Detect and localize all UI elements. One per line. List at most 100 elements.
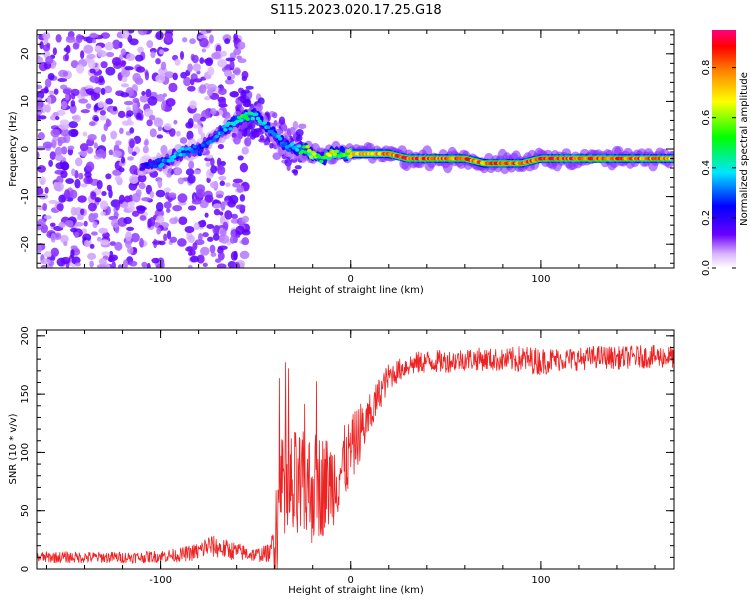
noise-blob: [49, 114, 58, 121]
noise-blob: [100, 211, 106, 216]
noise-blob: [184, 225, 195, 234]
noise-blob: [115, 140, 122, 146]
noise-blob: [61, 146, 68, 155]
noise-blob: [82, 131, 88, 137]
noise-blob: [192, 242, 198, 251]
noise-blob: [239, 194, 246, 202]
ridge-cell: [262, 120, 267, 125]
colorbar-tick-label: 0.0: [701, 260, 712, 276]
noise-blob: [160, 61, 167, 71]
ridge-cell: [266, 125, 271, 130]
colorbar-tick-label: 0.6: [701, 110, 712, 126]
noise-blob: [169, 236, 178, 243]
noise-blob: [136, 66, 146, 73]
noise-blob: [37, 151, 40, 159]
noise-blob: [45, 56, 54, 65]
noise-blob: [269, 142, 274, 149]
noise-blob: [106, 184, 112, 192]
noise-blob: [108, 189, 113, 199]
noise-blob: [177, 177, 185, 185]
ridge-cell: [170, 158, 175, 162]
noise-blob: [154, 208, 165, 218]
noise-blob: [60, 100, 68, 110]
noise-blob: [112, 150, 123, 158]
noise-blob: [215, 194, 224, 199]
noise-blob: [231, 213, 238, 220]
y-tick-label: -10: [20, 188, 31, 204]
noise-blob: [101, 251, 111, 257]
noise-blob: [229, 91, 239, 98]
noise-blob: [136, 112, 142, 119]
noise-blob: [114, 241, 123, 251]
ridge-cell: [185, 152, 190, 157]
noise-blob: [79, 143, 89, 152]
noise-blob: [210, 252, 217, 257]
ridge-cell: [226, 121, 232, 125]
noise-blob: [125, 231, 132, 242]
noise-blob: [205, 154, 214, 159]
noise-blob: [209, 244, 216, 254]
noise-blob: [54, 154, 64, 162]
noise-blob: [90, 191, 97, 200]
noise-blob: [99, 239, 110, 246]
chart-title: S115.2023.020.17.25.G18: [270, 3, 441, 18]
noise-blob: [138, 182, 146, 190]
noise-blob: [190, 255, 199, 263]
y-tick-label: 100: [20, 443, 31, 462]
noise-blob: [86, 146, 94, 154]
ridge-cell: [195, 146, 201, 151]
noise-blob: [233, 67, 241, 76]
noise-blob: [220, 50, 227, 57]
noise-blob: [189, 38, 196, 45]
noise-blob: [80, 86, 86, 97]
noise-blob: [70, 227, 78, 233]
noise-blob: [110, 218, 120, 228]
noise-blob: [141, 261, 148, 268]
noise-blob: [120, 68, 131, 78]
noise-blob: [37, 113, 41, 122]
noise-blob: [44, 251, 52, 258]
x-tick-label: -100: [149, 575, 172, 586]
noise-blob: [259, 134, 265, 141]
noise-blob: [40, 264, 48, 268]
x-tick-label: 0: [348, 575, 354, 586]
noise-blob: [78, 98, 89, 104]
noise-blob: [239, 250, 250, 260]
noise-blob: [114, 201, 121, 211]
noise-blob: [74, 178, 81, 189]
noise-blob: [213, 203, 222, 209]
noise-blob: [241, 237, 250, 246]
noise-blob: [141, 91, 146, 96]
y-tick-label: -20: [20, 236, 31, 252]
noise-blob: [129, 260, 138, 267]
snr-y-ticks: 0 50 100 150 200: [20, 326, 674, 572]
noise-blob: [200, 246, 210, 256]
noise-blob: [62, 88, 72, 95]
noise-blob: [72, 42, 80, 50]
noise-blob: [37, 218, 46, 227]
noise-blob: [284, 158, 292, 167]
noise-blob: [58, 221, 66, 228]
snr-y-label: SNR (10 * v/v): [8, 413, 19, 484]
noise-blob: [137, 30, 148, 36]
noise-blob: [202, 232, 209, 238]
noise-blob: [93, 87, 102, 94]
noise-blob: [176, 130, 181, 137]
noise-blob: [63, 189, 71, 199]
noise-blob: [111, 261, 116, 268]
noise-blob: [251, 132, 260, 138]
noise-blob: [157, 178, 163, 189]
noise-blob: [189, 100, 197, 110]
noise-blob: [185, 168, 195, 176]
noise-blob: [120, 92, 130, 98]
noise-blob: [96, 263, 107, 268]
ridge-cell: [175, 152, 180, 157]
noise-blob: [89, 68, 96, 74]
noise-blob: [225, 182, 231, 188]
noise-blob: [128, 174, 139, 184]
y-tick-label: 0: [20, 146, 31, 152]
noise-blob: [100, 134, 107, 143]
noise-blob: [185, 121, 194, 129]
noise-blob: [107, 256, 116, 263]
noise-blob: [243, 89, 250, 94]
